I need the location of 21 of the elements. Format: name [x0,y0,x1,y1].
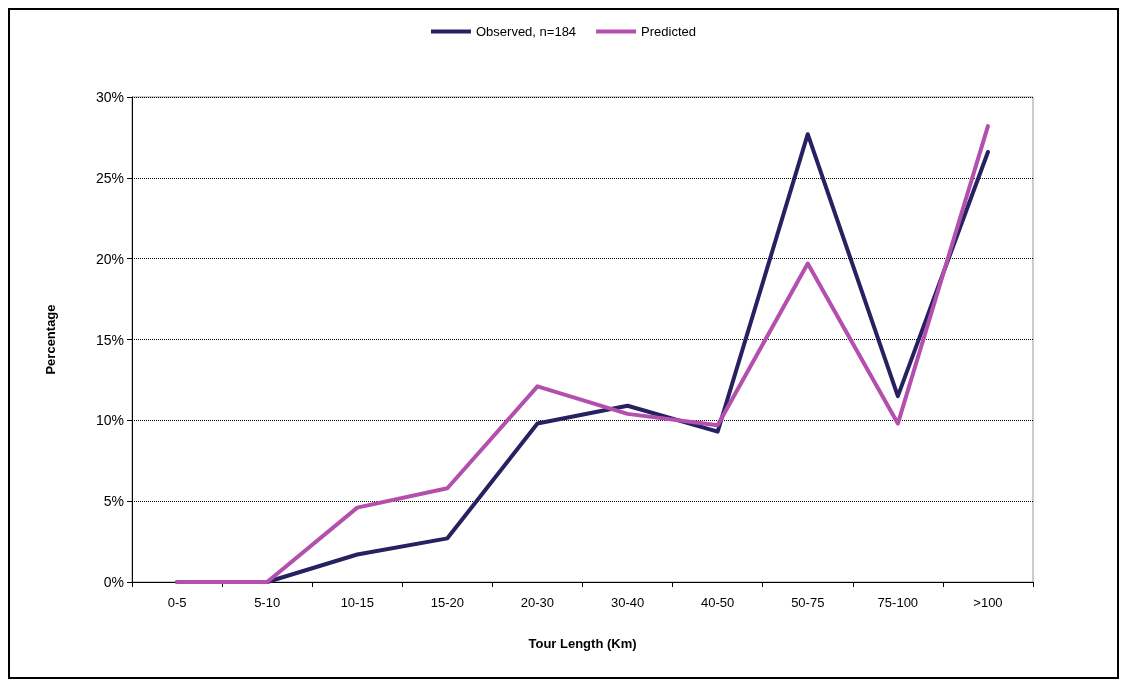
x-tick-label: 15-20 [430,595,464,610]
x-axis-title: Tour Length (Km) [528,636,637,651]
x-tick-label: 0-5 [167,595,187,610]
x-tick-label: 40-50 [701,595,735,610]
x-tick-label: 75-100 [877,595,919,610]
y-tick-label: 5% [103,493,124,510]
y-tick-label: 0% [103,574,124,590]
y-tick-label: 25% [95,169,124,186]
x-tick-label: 30-40 [610,595,645,610]
y-tick-label: 15% [95,331,124,348]
y-tick-label: 20% [95,250,124,267]
x-tick-label: 10-15 [340,595,374,610]
x-tick-label: 20-30 [520,595,555,610]
x-tick-label: >100 [973,595,1003,610]
y-axis-title: Percentage [43,304,58,375]
x-tick-label: 5-10 [254,595,281,610]
legend-label: Predicted [641,24,697,39]
y-tick-label: 30% [95,89,124,105]
y-tick-label: 10% [95,412,124,429]
x-tick-label: 50-75 [791,595,825,610]
legend-label: Observed, n=184 [475,24,577,39]
